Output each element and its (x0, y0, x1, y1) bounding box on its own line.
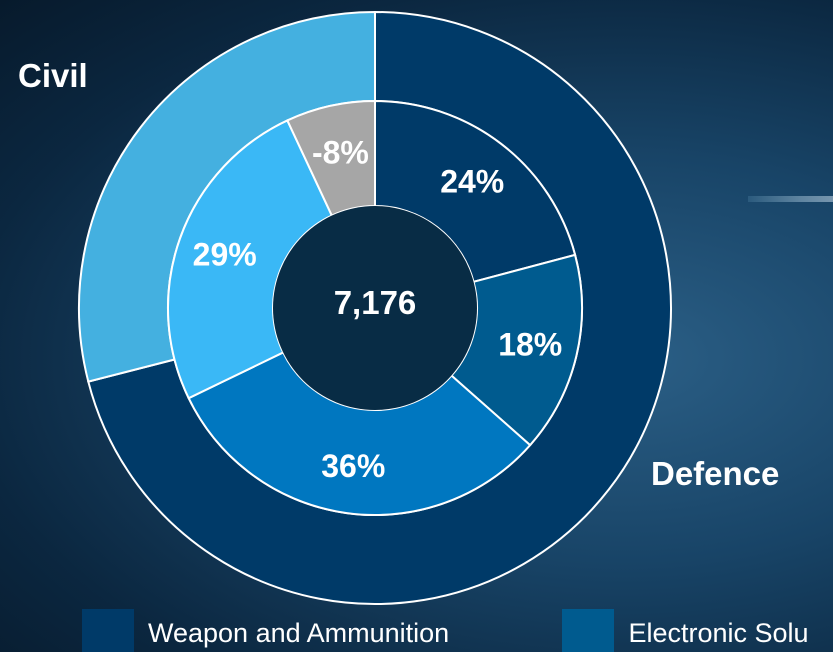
legend-label-electronic-solutions: Electronic Solu (628, 618, 809, 648)
legend-item-weapon-and-ammunition: Weapon and Ammunition (82, 609, 558, 652)
legend: Weapon and Ammunition Electronic Solu (82, 609, 833, 652)
inner-ring (167, 99, 583, 516)
inner-slice-label-0: 24% (440, 164, 504, 200)
inner-slice-label-3: 29% (193, 237, 257, 273)
legend-swatch-weapon-and-ammunition (82, 609, 134, 652)
outer-label-defence: Defence (651, 455, 779, 492)
decorative-line (748, 196, 833, 202)
inner-ring-labels: 24% 18% 36% 29% -8% (193, 134, 563, 484)
outer-label-civil: Civil (18, 57, 88, 94)
inner-slice-label-2: 36% (321, 448, 385, 484)
legend-label-weapon-and-ammunition: Weapon and Ammunition (148, 618, 450, 648)
legend-swatch-electronic-solutions (562, 609, 615, 652)
legend-item-electronic-solutions: Electronic Solu (562, 609, 833, 652)
inner-slice-label-4: -8% (312, 134, 369, 170)
center-total-label: 7,176 (334, 284, 417, 321)
inner-slice-label-1: 18% (498, 327, 562, 363)
center-disc (273, 206, 477, 410)
